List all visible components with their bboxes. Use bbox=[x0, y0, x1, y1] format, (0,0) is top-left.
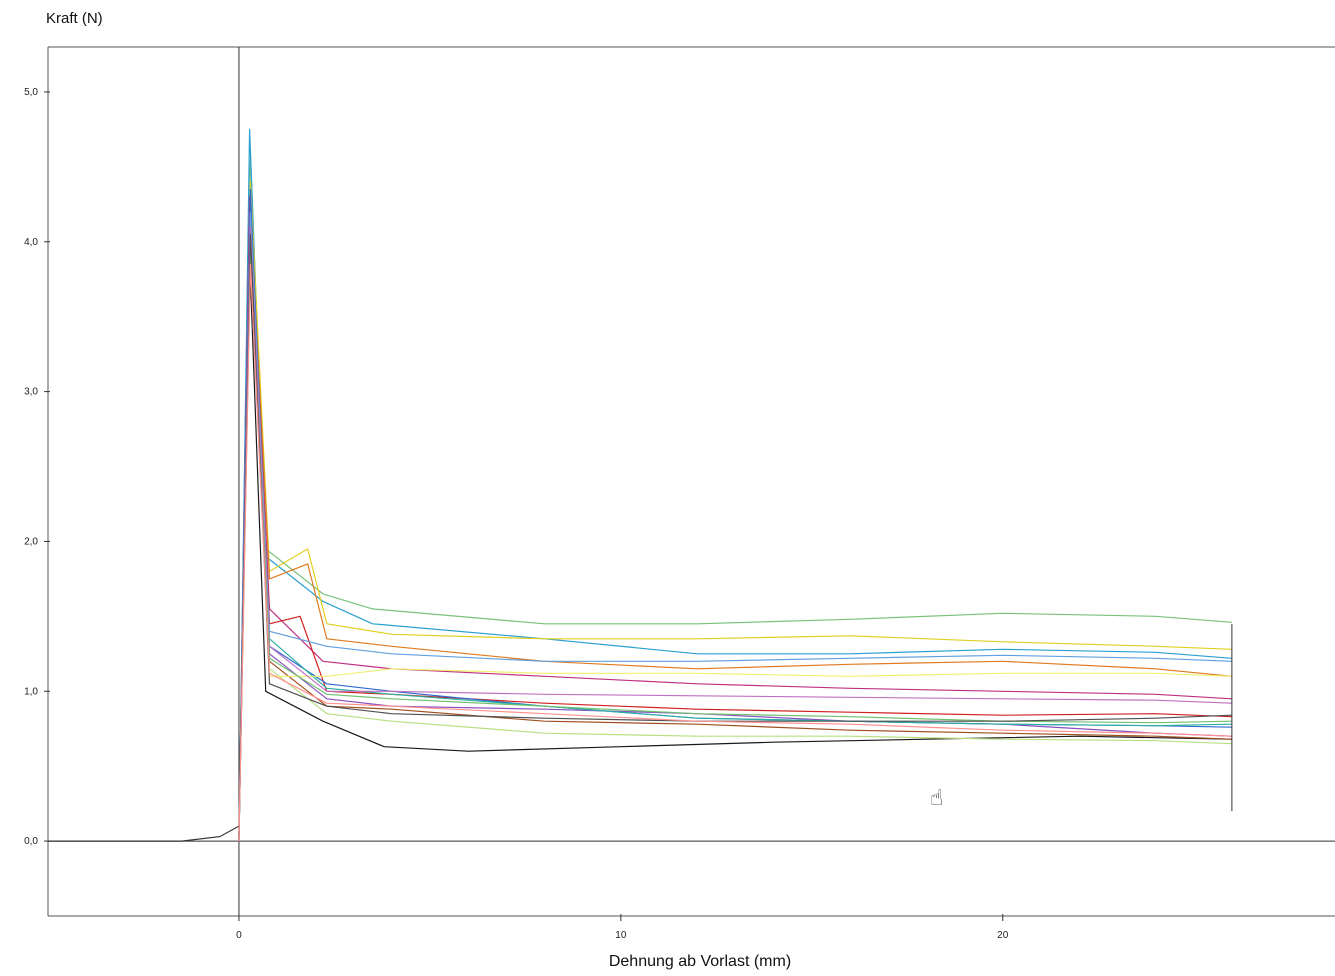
series-line-16 bbox=[238, 248, 1232, 842]
x-axis: 0 10 20 bbox=[236, 47, 1009, 941]
series-line-10 bbox=[238, 218, 1232, 842]
y-axis: 0,0 1,0 2,0 3,0 4,0 5,0 bbox=[24, 87, 1335, 847]
y-tick-label: 2,0 bbox=[24, 536, 38, 547]
series-lines bbox=[48, 128, 1233, 842]
x-tick-label: 0 bbox=[236, 930, 242, 941]
y-tick-label: 3,0 bbox=[24, 387, 38, 398]
series-line-9 bbox=[238, 233, 1232, 842]
series-line-15 bbox=[238, 226, 1232, 842]
y-tick-label: 4,0 bbox=[24, 237, 38, 248]
hand-cursor-icon: ☝ bbox=[930, 786, 943, 811]
series-line-4 bbox=[238, 181, 1232, 842]
pre-load-curve bbox=[48, 825, 240, 842]
series-line-14 bbox=[238, 211, 1232, 842]
x-tick-label: 10 bbox=[615, 930, 627, 941]
plot-frame bbox=[47, 46, 1335, 917]
series-line-2 bbox=[238, 151, 1232, 842]
series-line-18 bbox=[238, 263, 1232, 842]
y-tick-label: 1,0 bbox=[24, 686, 38, 697]
series-line-7 bbox=[238, 203, 1232, 842]
x-axis-title: Dehnung ab Vorlast (mm) bbox=[609, 953, 791, 970]
series-line-6 bbox=[238, 196, 1232, 842]
series-line-11 bbox=[238, 241, 1232, 842]
series-line-12 bbox=[238, 256, 1232, 842]
y-tick-label: 0,0 bbox=[24, 836, 38, 847]
series-line-13 bbox=[238, 241, 1232, 842]
y-axis-title: Kraft (N) bbox=[46, 10, 103, 27]
series-line-1 bbox=[238, 226, 1232, 842]
y-tick-label: 5,0 bbox=[24, 87, 38, 98]
x-tick-label: 20 bbox=[997, 930, 1009, 941]
series-line-17 bbox=[238, 233, 1232, 842]
series-line-5 bbox=[238, 211, 1232, 842]
